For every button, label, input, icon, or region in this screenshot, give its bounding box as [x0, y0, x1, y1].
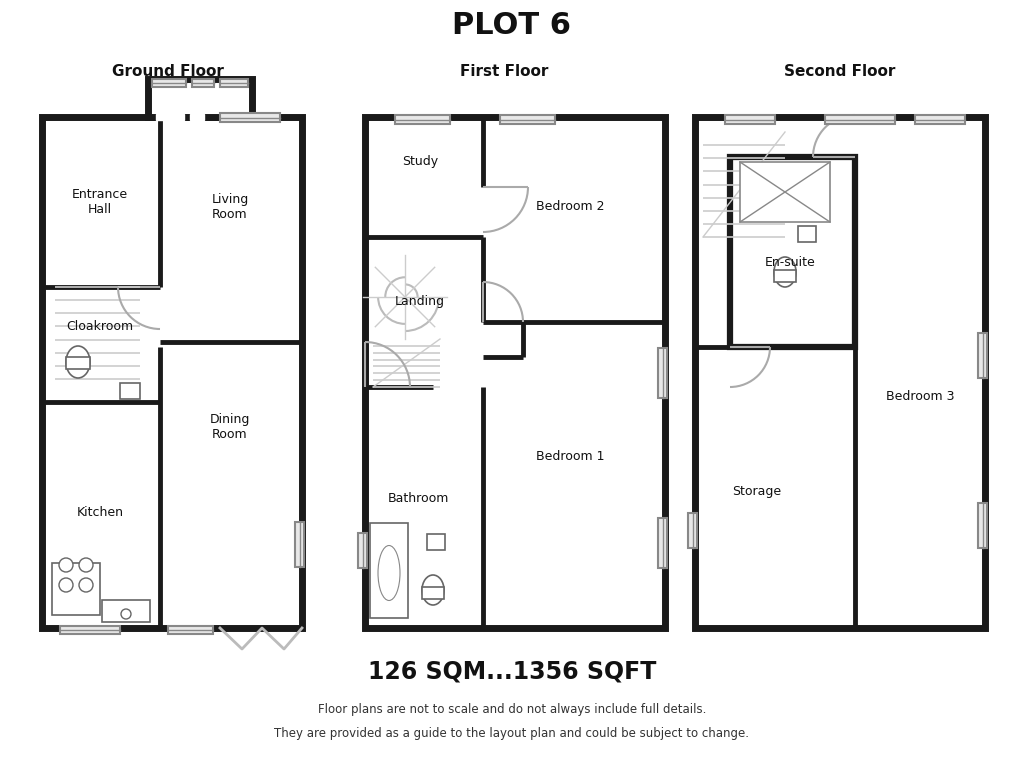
- Text: Landing: Landing: [395, 295, 445, 308]
- Text: Dining
Room: Dining Room: [210, 413, 250, 441]
- Bar: [60, 626, 120, 634]
- Bar: [730, 157, 855, 347]
- Circle shape: [59, 578, 73, 592]
- Bar: [120, 383, 140, 399]
- Bar: [978, 333, 987, 378]
- Bar: [102, 600, 150, 622]
- Bar: [193, 79, 214, 87]
- Text: En-suite: En-suite: [765, 256, 815, 269]
- Circle shape: [121, 609, 131, 619]
- Ellipse shape: [422, 575, 444, 605]
- Bar: [798, 226, 816, 242]
- Bar: [725, 115, 775, 124]
- Bar: [295, 522, 304, 567]
- Text: Bedroom 3: Bedroom 3: [886, 391, 954, 403]
- Bar: [500, 115, 555, 124]
- Text: First Floor: First Floor: [460, 64, 548, 78]
- Text: 126 SQM...1356 SQFT: 126 SQM...1356 SQFT: [368, 660, 656, 684]
- Text: Bathroom: Bathroom: [387, 493, 449, 506]
- Circle shape: [79, 578, 93, 592]
- Bar: [220, 79, 248, 87]
- Bar: [422, 587, 444, 599]
- Bar: [658, 518, 667, 568]
- Bar: [825, 115, 895, 124]
- Bar: [370, 523, 408, 618]
- Bar: [66, 357, 90, 369]
- Text: Study: Study: [402, 155, 438, 169]
- Text: Storage: Storage: [732, 486, 781, 499]
- Text: Floor plans are not to scale and do not always include full details.: Floor plans are not to scale and do not …: [317, 702, 707, 716]
- Bar: [42, 117, 302, 628]
- Bar: [52, 563, 100, 615]
- Bar: [695, 117, 985, 628]
- Bar: [156, 114, 184, 120]
- Bar: [168, 626, 213, 634]
- Ellipse shape: [66, 346, 90, 378]
- Text: Bedroom 1: Bedroom 1: [536, 451, 604, 464]
- Bar: [774, 270, 796, 282]
- Text: Kitchen: Kitchen: [77, 506, 124, 518]
- Text: Ground Floor: Ground Floor: [112, 64, 224, 78]
- Circle shape: [59, 558, 73, 572]
- Text: Cloakroom: Cloakroom: [67, 320, 133, 333]
- Bar: [395, 115, 450, 124]
- Text: Second Floor: Second Floor: [784, 64, 896, 78]
- Bar: [190, 114, 204, 120]
- Bar: [915, 115, 965, 124]
- Bar: [427, 534, 445, 550]
- Bar: [220, 113, 280, 122]
- Bar: [978, 503, 987, 548]
- Text: They are provided as a guide to the layout plan and could be subject to change.: They are provided as a guide to the layo…: [274, 726, 750, 740]
- Text: Living
Room: Living Room: [211, 193, 249, 221]
- Text: Entrance
Hall: Entrance Hall: [72, 188, 128, 216]
- Text: PLOT 6: PLOT 6: [453, 11, 571, 40]
- Bar: [358, 533, 367, 568]
- Ellipse shape: [378, 545, 400, 601]
- Bar: [658, 348, 667, 398]
- Bar: [688, 513, 697, 548]
- Text: Bedroom 2: Bedroom 2: [536, 200, 604, 214]
- Ellipse shape: [774, 257, 796, 287]
- Bar: [365, 117, 665, 628]
- Circle shape: [79, 558, 93, 572]
- Bar: [152, 79, 186, 87]
- Bar: [740, 162, 830, 222]
- Bar: [148, 79, 252, 117]
